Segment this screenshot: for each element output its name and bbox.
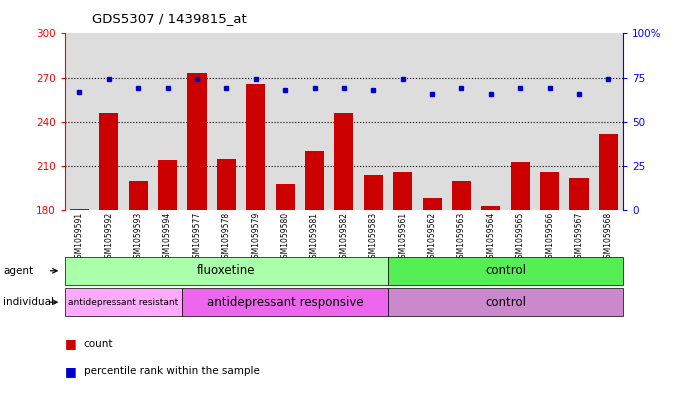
Bar xyxy=(276,184,295,210)
Bar xyxy=(158,160,177,210)
Bar xyxy=(99,113,118,210)
Bar xyxy=(599,134,618,210)
Text: ■: ■ xyxy=(65,337,76,351)
Bar xyxy=(217,159,236,210)
Bar xyxy=(481,206,501,210)
Bar xyxy=(393,172,412,210)
Bar xyxy=(569,178,588,210)
Text: GDS5307 / 1439815_at: GDS5307 / 1439815_at xyxy=(92,12,247,25)
Bar xyxy=(70,209,89,210)
Bar xyxy=(305,151,324,210)
Bar xyxy=(452,181,471,210)
Text: agent: agent xyxy=(3,266,33,276)
Bar xyxy=(246,83,266,210)
Text: antidepressant responsive: antidepressant responsive xyxy=(207,296,364,309)
Bar xyxy=(422,198,441,210)
Text: antidepressant resistant: antidepressant resistant xyxy=(68,298,178,307)
Bar xyxy=(129,181,148,210)
Bar xyxy=(334,113,353,210)
Bar xyxy=(511,162,530,210)
Text: control: control xyxy=(485,296,526,309)
Text: percentile rank within the sample: percentile rank within the sample xyxy=(84,366,259,376)
Bar xyxy=(540,172,559,210)
Text: count: count xyxy=(84,339,113,349)
Text: control: control xyxy=(485,264,526,277)
Text: fluoxetine: fluoxetine xyxy=(197,264,255,277)
Text: ■: ■ xyxy=(65,365,76,378)
Text: individual: individual xyxy=(3,297,54,307)
Bar xyxy=(364,175,383,210)
Bar xyxy=(187,73,206,210)
